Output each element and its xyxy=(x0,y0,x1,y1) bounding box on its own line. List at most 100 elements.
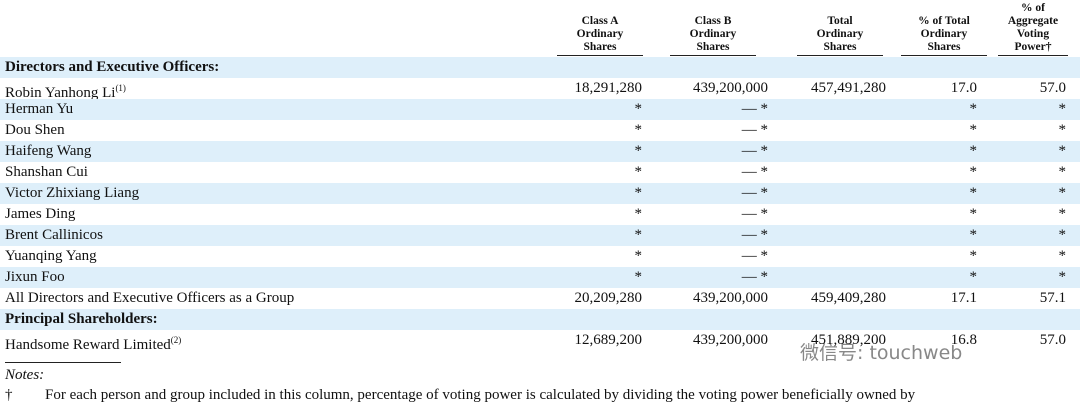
name: Dou Shen xyxy=(5,122,65,138)
table-row: Dou Shen * — * * * xyxy=(0,120,1080,141)
name: Brent Callinicos xyxy=(5,227,103,243)
cell: * xyxy=(634,269,643,285)
cell: * xyxy=(969,164,978,180)
name: Handsome Reward Limited xyxy=(5,337,171,353)
cell: * xyxy=(634,206,643,222)
cell: — * xyxy=(741,227,768,243)
row-name: Dou Shen xyxy=(5,120,65,141)
column-header: % of Total Ordinary Shares xyxy=(901,15,987,56)
cell: * xyxy=(1058,206,1067,222)
cell: * xyxy=(634,248,643,264)
cell: * xyxy=(634,164,643,180)
table-row: James Ding * — * * * xyxy=(0,204,1080,225)
cell: * xyxy=(969,227,978,243)
column-header: % of Aggregate Voting Power† xyxy=(998,2,1068,56)
cell: — * xyxy=(741,122,768,138)
footnote-ref: (1) xyxy=(115,83,126,93)
name: Jixun Foo xyxy=(5,269,65,285)
footnote-ref: (2) xyxy=(170,335,182,345)
row-name: Herman Yu xyxy=(5,99,73,120)
cell: — * xyxy=(741,206,768,222)
table-row: Brent Callinicos * — * * * xyxy=(0,225,1080,246)
cell: 16.8 xyxy=(950,332,977,348)
cell: * xyxy=(634,122,643,138)
cell: 459,409,280 xyxy=(811,290,886,306)
name: Yuanqing Yang xyxy=(5,248,97,264)
section-title: Directors and Executive Officers: xyxy=(5,59,220,75)
cell: 451,889,200 xyxy=(811,332,886,348)
column-header: Class A Ordinary Shares xyxy=(557,15,643,56)
row-name: Robin Yanhong Li(1) xyxy=(5,78,126,104)
row-name: Brent Callinicos xyxy=(5,225,103,246)
cell: * xyxy=(1058,122,1067,138)
cell: * xyxy=(1058,227,1067,243)
cell: 17.0 xyxy=(950,80,977,96)
row-name: James Ding xyxy=(5,204,75,225)
cell: 57.0 xyxy=(1039,332,1066,348)
cell: 57.0 xyxy=(1039,80,1066,96)
cell: * xyxy=(634,185,643,201)
cell: 439,200,000 xyxy=(693,80,768,96)
cell: * xyxy=(1058,101,1067,117)
row-name: Jixun Foo xyxy=(5,267,65,288)
table-row: Herman Yu * — * * * xyxy=(0,99,1080,120)
table-row: Haifeng Wang * — * * * xyxy=(0,141,1080,162)
table-row: Robin Yanhong Li(1) 18,291,280 439,200,000… xyxy=(0,78,1080,101)
section-row: Principal Shareholders: xyxy=(0,309,1080,330)
name: Shanshan Cui xyxy=(5,164,88,180)
cell: * xyxy=(1058,164,1067,180)
row-name: All Directors and Executive Officers as … xyxy=(5,288,294,309)
notes-title: Notes: xyxy=(5,367,45,383)
table-row: Yuanqing Yang * — * * * xyxy=(0,246,1080,267)
notes-rule xyxy=(5,362,121,363)
watermark: 微信号: touchweb xyxy=(800,342,963,364)
cell: 20,209,280 xyxy=(574,290,643,306)
table-row: Jixun Foo * — * * * xyxy=(0,267,1080,288)
table-row: Victor Zhixiang Liang * — * * * xyxy=(0,183,1080,204)
section-title: Principal Shareholders: xyxy=(5,311,158,327)
cell: * xyxy=(969,185,978,201)
cell: * xyxy=(634,143,643,159)
cell: * xyxy=(634,227,643,243)
cell: 18,291,280 xyxy=(574,80,643,96)
cell: * xyxy=(969,101,978,117)
cell: 439,200,000 xyxy=(693,332,768,348)
row-name: Haifeng Wang xyxy=(5,141,91,162)
cell: * xyxy=(1058,143,1067,159)
cell: — * xyxy=(741,101,768,117)
table-row: Shanshan Cui * — * * * xyxy=(0,162,1080,183)
table-row: Handsome Reward Limited(2) 12,689,200 439,… xyxy=(0,330,1080,353)
name: Robin Yanhong Li xyxy=(5,85,116,101)
row-name: Shanshan Cui xyxy=(5,162,88,183)
name: All Directors and Executive Officers as … xyxy=(5,290,295,306)
cell: * xyxy=(1058,185,1067,201)
cell: — * xyxy=(741,269,768,285)
note-mark: † xyxy=(5,387,13,403)
note-text: For each person and group included in th… xyxy=(45,387,916,403)
cell: * xyxy=(634,101,643,117)
column-header: Total Ordinary Shares xyxy=(797,15,883,56)
cell: — * xyxy=(741,185,768,201)
cell: 439,200,000 xyxy=(693,290,768,306)
table-row: All Directors and Executive Officers as … xyxy=(0,288,1080,309)
name: Victor Zhixiang Liang xyxy=(5,185,140,201)
cell: 57.1 xyxy=(1039,290,1066,306)
cell: * xyxy=(969,269,978,285)
cell: — * xyxy=(741,143,768,159)
cell: 12,689,200 xyxy=(574,332,643,348)
cell: 457,491,280 xyxy=(811,80,886,96)
cell: — * xyxy=(741,248,768,264)
row-name: Victor Zhixiang Liang xyxy=(5,183,139,204)
name: Herman Yu xyxy=(5,101,74,117)
cell: * xyxy=(1058,248,1067,264)
cell: * xyxy=(969,206,978,222)
row-name: Handsome Reward Limited(2) xyxy=(5,330,181,356)
name: Haifeng Wang xyxy=(5,143,92,159)
section-row: Directors and Executive Officers: xyxy=(0,57,1080,78)
name: James Ding xyxy=(5,206,76,222)
cell: * xyxy=(969,143,978,159)
cell: — * xyxy=(741,164,768,180)
cell: 17.1 xyxy=(950,290,977,306)
cell: * xyxy=(969,248,978,264)
